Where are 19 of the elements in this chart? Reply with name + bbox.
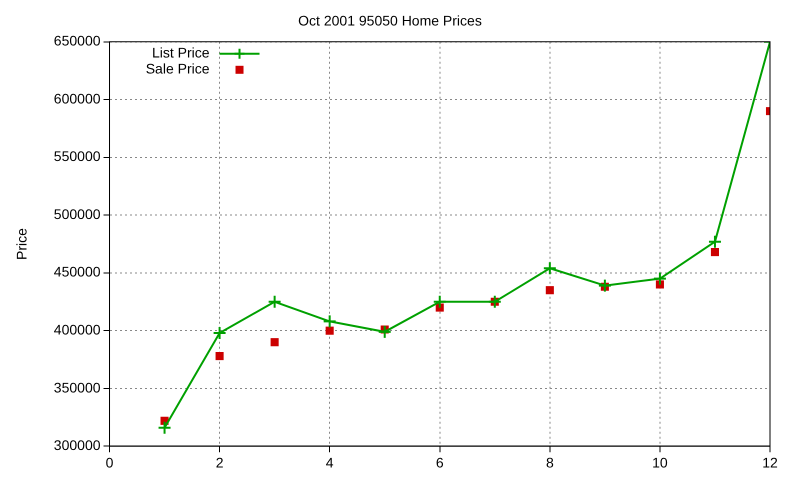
y-tick-label: 300000	[54, 437, 101, 454]
y-tick-label: 550000	[54, 148, 101, 164]
legend-label: Sale Price	[146, 60, 210, 77]
x-tick-label: 8	[546, 454, 554, 470]
y-tick-label: 500000	[54, 206, 101, 222]
x-tick-label: 6	[436, 454, 444, 470]
y-axis-title: Price	[13, 228, 30, 260]
legend-label: List Price	[152, 44, 210, 61]
x-tick-label: 4	[326, 454, 334, 470]
y-tick-label: 600000	[54, 90, 101, 106]
y-tick-label: 350000	[54, 379, 101, 396]
x-tick-label: 2	[216, 454, 224, 470]
y-tick-label: 450000	[54, 264, 101, 280]
chart-title: Oct 2001 95050 Home Prices	[298, 12, 482, 28]
x-tick-label: 0	[106, 454, 114, 470]
y-tick-label: 400000	[54, 322, 101, 338]
x-tick-label: 12	[762, 454, 778, 470]
y-tick-label: 650000	[54, 32, 101, 49]
x-tick-label: 10	[652, 454, 668, 470]
